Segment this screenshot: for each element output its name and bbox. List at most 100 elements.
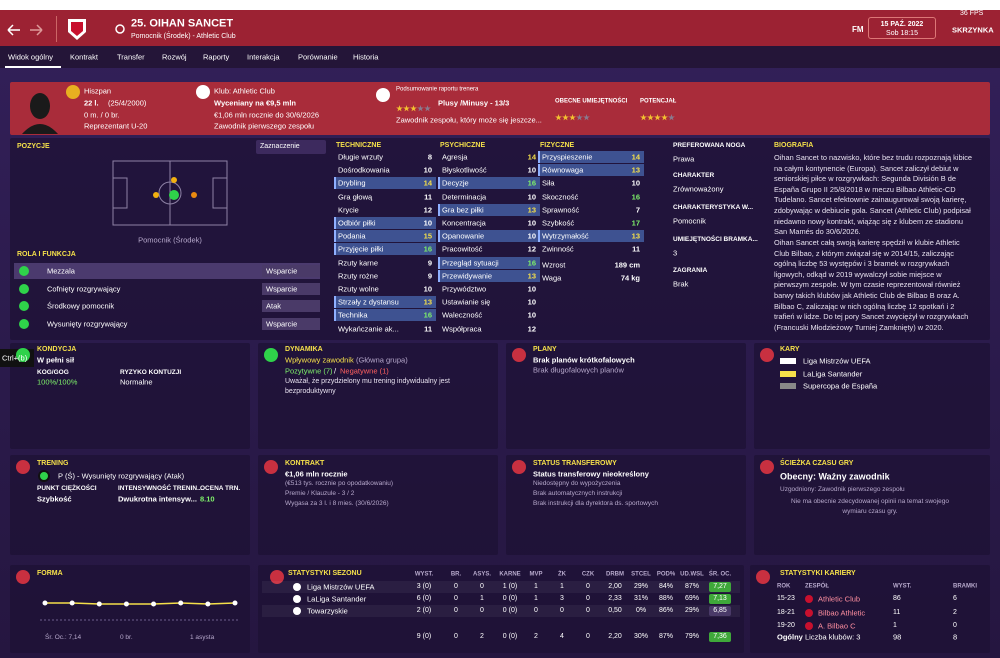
attribute-name: Odbiór piłki: [338, 218, 376, 228]
panel-title: TRENING: [37, 459, 69, 467]
tab[interactable]: Porównanie: [298, 52, 338, 62]
fps: 36 FPS: [960, 9, 984, 17]
stats-header: DRBM: [606, 571, 624, 578]
tab[interactable]: Widok ogólny: [8, 52, 54, 62]
career-cell: 18-21: [777, 608, 795, 616]
attribute-value: 10: [527, 218, 536, 228]
date-box[interactable]: [868, 17, 936, 39]
attribute-name: Współpraca: [442, 324, 482, 334]
flag-icon: [66, 85, 80, 99]
attribute-name: Opanowanie: [442, 231, 485, 241]
contract-wage: €1,06 mln rocznie: [285, 469, 348, 479]
ca-stars: [555, 108, 590, 126]
tab[interactable]: Raporty: [203, 52, 230, 62]
attribute-name: Podania: [338, 231, 366, 241]
attribute-highlight: [334, 296, 436, 309]
role-duty: Wsparcie: [266, 284, 298, 293]
attribute-value: 10: [423, 165, 432, 175]
info-label: PREFEROWANA NOGA: [673, 142, 746, 150]
career-total: Ogólny: [777, 632, 803, 642]
player-name: 25. OIHAN SANCET: [131, 17, 234, 30]
attribute-name: Zwinność: [542, 244, 574, 254]
stats-cell: 31%: [633, 594, 649, 602]
attribute-group-title: PSYCHICZNE: [440, 141, 486, 149]
role-name: Cofnięty rozgrywający: [47, 284, 121, 293]
attribute-value: 10: [527, 231, 536, 241]
select-box[interactable]: [256, 140, 326, 154]
attribute-value: 16: [527, 258, 536, 268]
attribute-name: Determinacja: [442, 192, 487, 202]
attribute-value: 15: [423, 231, 432, 241]
stats-cell: 0 (0): [502, 594, 518, 602]
player-subtitle: Pomocnik (Środek) - Athletic Club: [131, 32, 236, 40]
stats-header: BR.: [450, 571, 462, 578]
stats-cell: 0: [454, 606, 458, 614]
stats-cell: 0: [560, 606, 564, 614]
career-cell: 2: [953, 608, 957, 616]
icon: [264, 348, 278, 362]
attribute-name: Wytrzymałość: [542, 231, 589, 241]
tab[interactable]: Kontrakt: [70, 52, 98, 62]
attribute-value: 10: [423, 218, 432, 228]
form-point: [232, 600, 238, 606]
stats-cell: 0: [454, 594, 458, 602]
attribute-name: Rzuty rożne: [338, 271, 379, 281]
role-duty: Wsparcie: [266, 266, 298, 276]
career-cell: Athletic Club: [818, 594, 861, 604]
stats-cell: 0: [454, 582, 458, 590]
stats-cell: 0: [454, 632, 458, 640]
select: Zaznaczenie: [260, 142, 300, 150]
profile-birth: (25/4/2000): [108, 98, 147, 108]
icon: [264, 460, 278, 474]
competition-name: Towarzyskie: [307, 606, 348, 616]
tab[interactable]: Interakcja: [247, 52, 280, 62]
tab[interactable]: Rozwój: [162, 52, 187, 62]
profile-value: Wyceniany na €9,5 mln: [214, 98, 296, 108]
stats-cell: 84%: [658, 582, 674, 590]
playing-time-agreed: Uzgodniony: Zawodnik pierwszego zespołu: [780, 486, 905, 494]
role-duty-box: [262, 317, 320, 330]
panel-title: DYNAMIKA: [285, 345, 323, 353]
profile-wage: €1,06 mln rocznie do 30/6/2026: [214, 110, 320, 120]
training-focus: Szybkość: [37, 494, 72, 504]
panel-title: FORMA: [37, 569, 63, 577]
icon: [270, 570, 284, 584]
panel-title: STATUS TRANSFEROWY: [533, 459, 617, 467]
career-header: ROK: [777, 583, 791, 590]
stats-cell: 0 (0): [502, 606, 518, 614]
playing-time-opinion: Nie ma obecnie zdecydowanej opinii na te…: [791, 498, 949, 515]
attribute-value: 14: [423, 178, 432, 188]
panel: [10, 565, 250, 653]
tab[interactable]: Historia: [353, 52, 379, 62]
stats-header: STCEL: [631, 571, 651, 578]
stats-cell: 4: [560, 632, 564, 640]
icon: [16, 570, 30, 584]
stats-header: KARNE: [499, 571, 521, 578]
career-cell: 19-20: [777, 621, 795, 629]
attribute-value: 12: [527, 244, 536, 254]
profile-club: Klub: Athletic Club: [214, 86, 275, 96]
attribute-value: 13: [527, 205, 536, 215]
tab[interactable]: Transfer: [117, 52, 145, 62]
transfer-line: Brak instrukcji dla dyrektora ds. sporto…: [533, 500, 658, 508]
attribute-value: 9: [427, 258, 432, 268]
attribute-highlight: [334, 309, 436, 322]
training-dot: [38, 470, 50, 482]
stats-cell: 1 (0): [502, 582, 518, 590]
panel-title: ŚCIEŻKA CZASU GRY: [780, 459, 854, 467]
attribute-value: 13: [527, 271, 536, 281]
form-chart: [40, 600, 240, 621]
form-average: Śr. Oc.: 7,14: [45, 634, 82, 642]
injury-risk: Normalne: [120, 377, 153, 387]
condition: W pełni sił: [37, 355, 75, 365]
info-label: CHARAKTERYSTYKA W...: [673, 204, 754, 212]
panel-title: KONDYCJA: [37, 345, 77, 353]
form-point: [178, 600, 184, 606]
attribute-name: Waga: [542, 273, 562, 283]
note: Uważał, że przydzielony mu trening indyw…: [285, 378, 450, 395]
attribute-name: Przegląd sytuacji: [442, 258, 499, 268]
rating-box: [709, 594, 731, 604]
attribute-name: Rzuty karne: [338, 258, 379, 268]
attribute-value: 74 kg: [620, 273, 640, 283]
attribute-value: 17: [631, 218, 640, 228]
